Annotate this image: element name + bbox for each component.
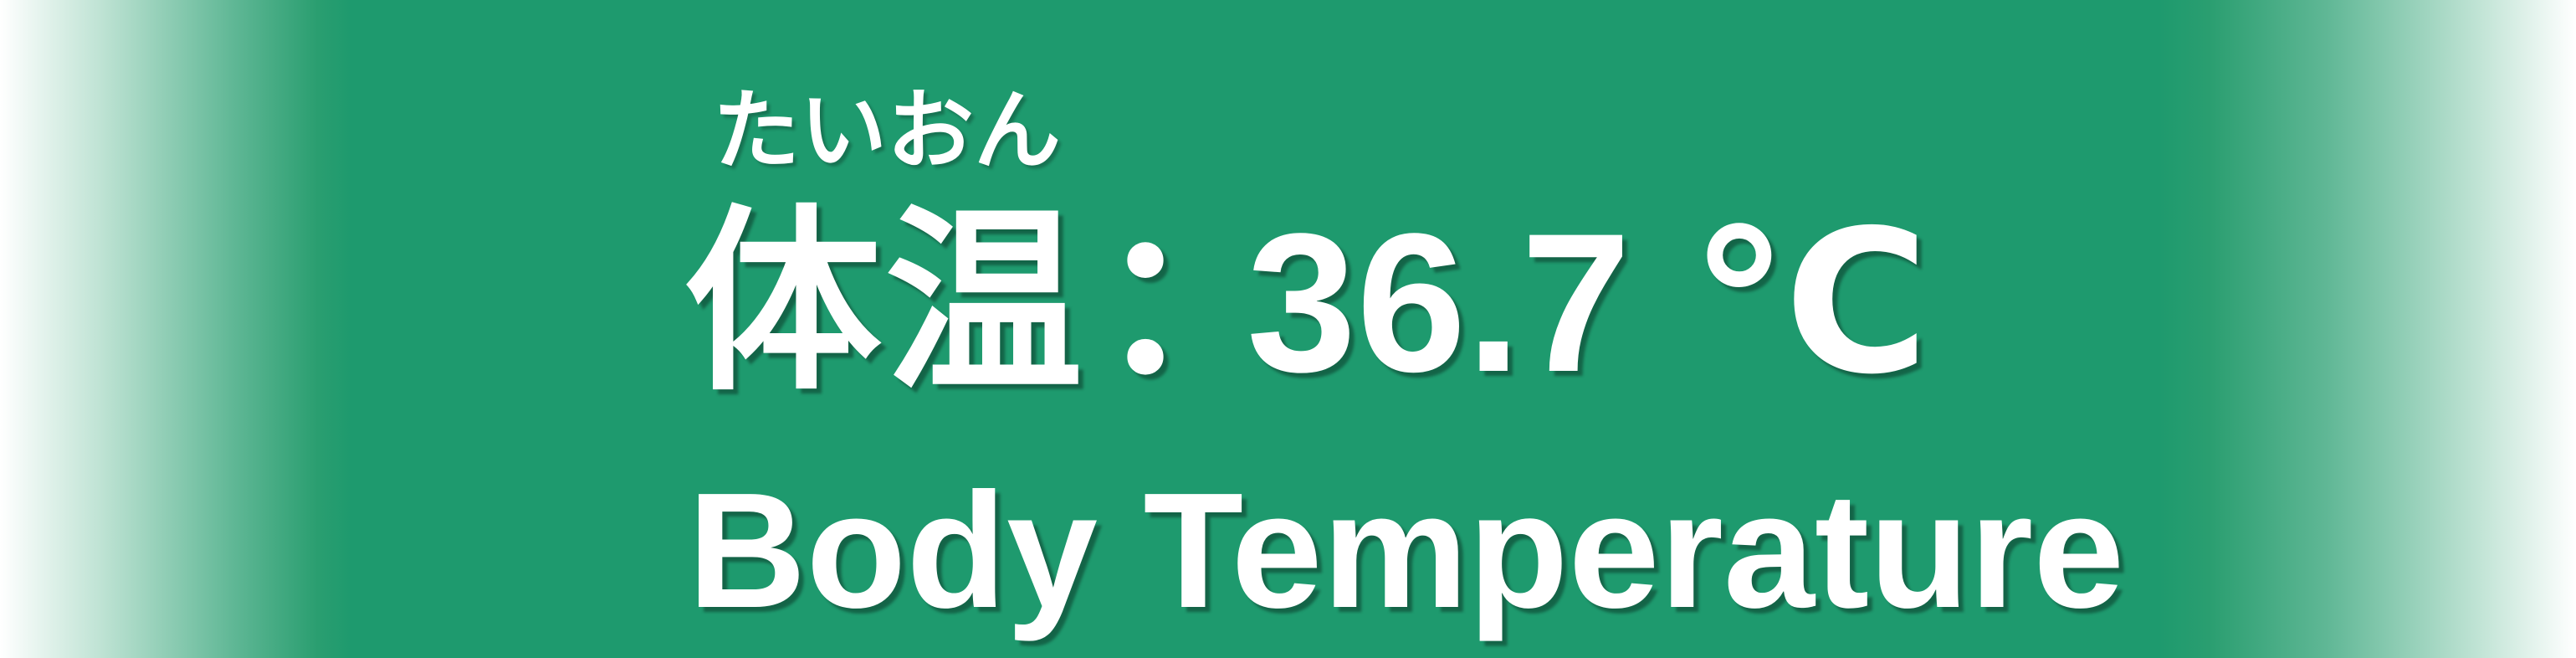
label-separator: ： (1096, 193, 1294, 414)
temperature-label-japanese: 体温 (684, 188, 1087, 418)
temperature-label-english: Body Temperature (688, 459, 2125, 642)
furigana-reading: たいおん (713, 80, 1062, 182)
temperature-unit: ℃ (1690, 188, 1929, 418)
temperature-value: 36.7 (1247, 193, 1631, 414)
